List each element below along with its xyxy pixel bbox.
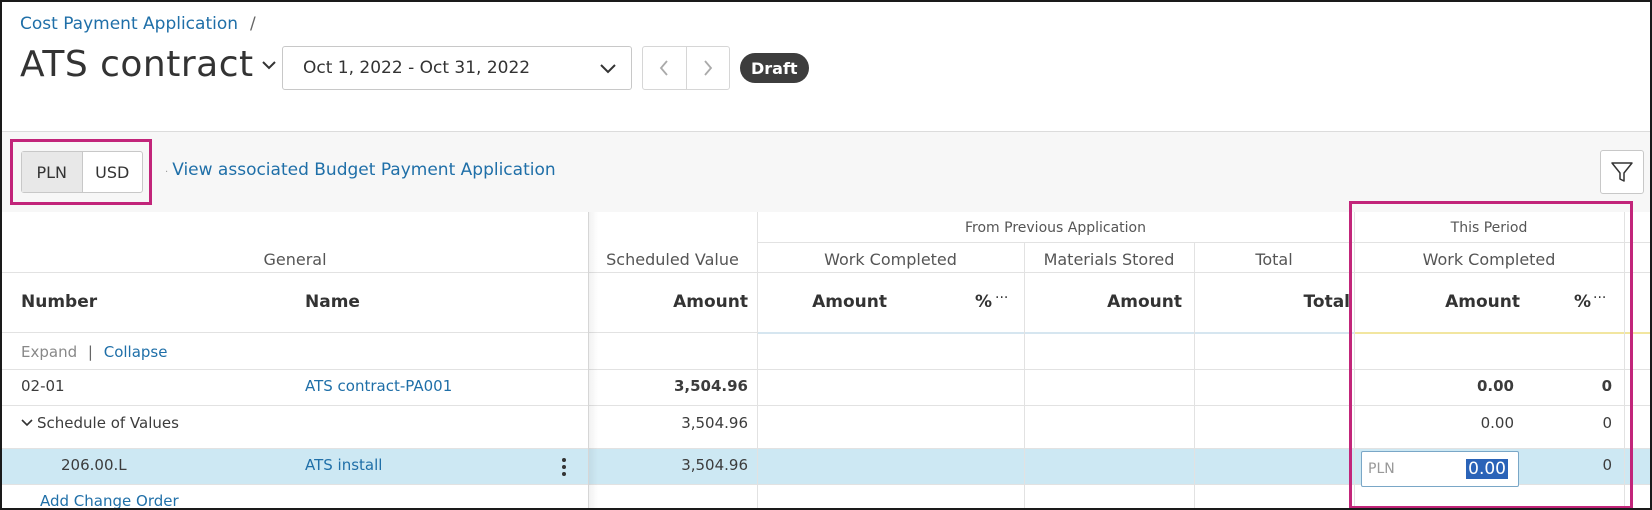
group-header-from-previous: From Previous Application (965, 220, 1146, 236)
grid-line (1194, 242, 1195, 508)
column-header-name[interactable]: Name (305, 292, 360, 312)
grid-line (2, 448, 1650, 449)
more-options-icon[interactable]: ··· (995, 290, 1009, 306)
header-accent-line-period (1354, 332, 1650, 334)
link-bullet: · (165, 167, 169, 178)
frozen-column-shadow (588, 212, 598, 508)
grid-line (757, 242, 1650, 243)
currency-option-usd[interactable]: USD (81, 152, 143, 192)
row-tp-percent: 0 (1601, 377, 1612, 395)
this-period-highlight-box (1349, 201, 1633, 508)
grid-line (2, 369, 1650, 370)
chevron-right-icon (704, 60, 712, 76)
column-header-number[interactable]: Number (21, 292, 98, 312)
date-range-select[interactable]: Oct 1, 2022 - Oct 31, 2022 (282, 46, 632, 90)
period-navigation (642, 46, 730, 90)
currency-highlight-box (10, 139, 152, 205)
row-tp-amount: 0.00 (1480, 414, 1514, 432)
breadcrumb: Cost Payment Application / (20, 14, 256, 34)
column-header-sv-amount[interactable]: Amount (673, 292, 748, 312)
page-title[interactable]: ATS contract (20, 44, 254, 85)
grid-line (1024, 242, 1025, 508)
previous-period-button[interactable] (643, 47, 686, 89)
group-header-this-period: This Period (1450, 220, 1528, 236)
filter-button[interactable] (1600, 150, 1644, 194)
date-range-value: Oct 1, 2022 - Oct 31, 2022 (303, 58, 531, 78)
add-change-order-link[interactable]: Add Change Order (40, 492, 179, 510)
section-header-general: General (263, 250, 327, 269)
row-sv-amount: 3,504.96 (681, 456, 748, 474)
header-divider (2, 131, 1650, 132)
row-tp-percent: 0 (1602, 456, 1612, 474)
grid-line (2, 484, 1650, 485)
section-header-total: Total (1255, 250, 1293, 269)
currency-prefix: PLN (1368, 461, 1395, 477)
title-row: ATS contract (20, 44, 278, 85)
group-row-label: Schedule of Values (37, 414, 179, 432)
grid-line (1354, 212, 1355, 508)
more-options-icon[interactable]: ··· (1593, 290, 1607, 306)
currency-toggle: PLN USD (21, 151, 143, 193)
chevron-down-icon (21, 419, 33, 427)
column-header-wc-amount[interactable]: Amount (812, 292, 887, 312)
header-accent-line (757, 332, 1354, 334)
row-sv-amount: 3,504.96 (673, 377, 748, 395)
column-header-wc-percent[interactable]: % (975, 292, 993, 312)
chevron-down-icon[interactable] (260, 56, 278, 74)
budget-link-label: View associated Budget Payment Applicati… (172, 160, 556, 180)
row-actions-kebab-icon[interactable] (562, 458, 566, 479)
grid-line (2, 405, 1650, 406)
view-budget-payment-application-link[interactable]: · View associated Budget Payment Applicat… (165, 160, 556, 180)
tp-amount-input-value: 0.00 (1466, 459, 1508, 479)
grid-line (1624, 212, 1625, 508)
breadcrumb-link-cost-payment-application[interactable]: Cost Payment Application (20, 14, 239, 34)
row-tp-percent: 0 (1602, 414, 1612, 432)
column-header-tp-percent[interactable]: % (1574, 292, 1592, 312)
tp-amount-input[interactable]: PLN 0.00 (1361, 451, 1519, 487)
chevron-left-icon (660, 60, 668, 76)
grid-line (588, 212, 589, 508)
row-name-link[interactable]: ATS contract-PA001 (305, 377, 453, 395)
status-badge: Draft (740, 53, 809, 83)
breadcrumb-separator: / (250, 14, 256, 34)
currency-option-pln[interactable]: PLN (22, 152, 82, 192)
section-header-scheduled-value: Scheduled Value (606, 250, 739, 269)
expand-collapse-separator: | (87, 343, 93, 361)
row-sv-amount: 3,504.96 (681, 414, 748, 432)
column-header-total[interactable]: Total (1303, 292, 1350, 312)
collapse-button[interactable]: Collapse (103, 343, 168, 361)
expand-collapse-controls: Expand | Collapse (21, 343, 167, 361)
expand-button[interactable]: Expand (21, 343, 78, 361)
grid-line (2, 272, 1650, 273)
section-header-work-completed-period: Work Completed (1422, 250, 1556, 269)
section-header-work-completed-prev: Work Completed (824, 250, 957, 269)
column-header-tp-amount[interactable]: Amount (1445, 292, 1520, 312)
section-header-materials-stored: Materials Stored (1043, 250, 1175, 269)
group-row-schedule-of-values[interactable]: Schedule of Values (21, 414, 179, 432)
grid-line (757, 212, 758, 508)
row-name-link[interactable]: ATS install (305, 456, 383, 474)
next-period-button[interactable] (685, 47, 730, 89)
chevron-down-icon (599, 60, 617, 80)
row-number: 206.00.L (61, 456, 127, 474)
row-number: 02-01 (21, 377, 65, 395)
filter-icon (1611, 162, 1633, 182)
row-tp-amount: 0.00 (1476, 377, 1514, 395)
toolbar-band (2, 132, 1650, 212)
column-header-ms-amount[interactable]: Amount (1107, 292, 1182, 312)
